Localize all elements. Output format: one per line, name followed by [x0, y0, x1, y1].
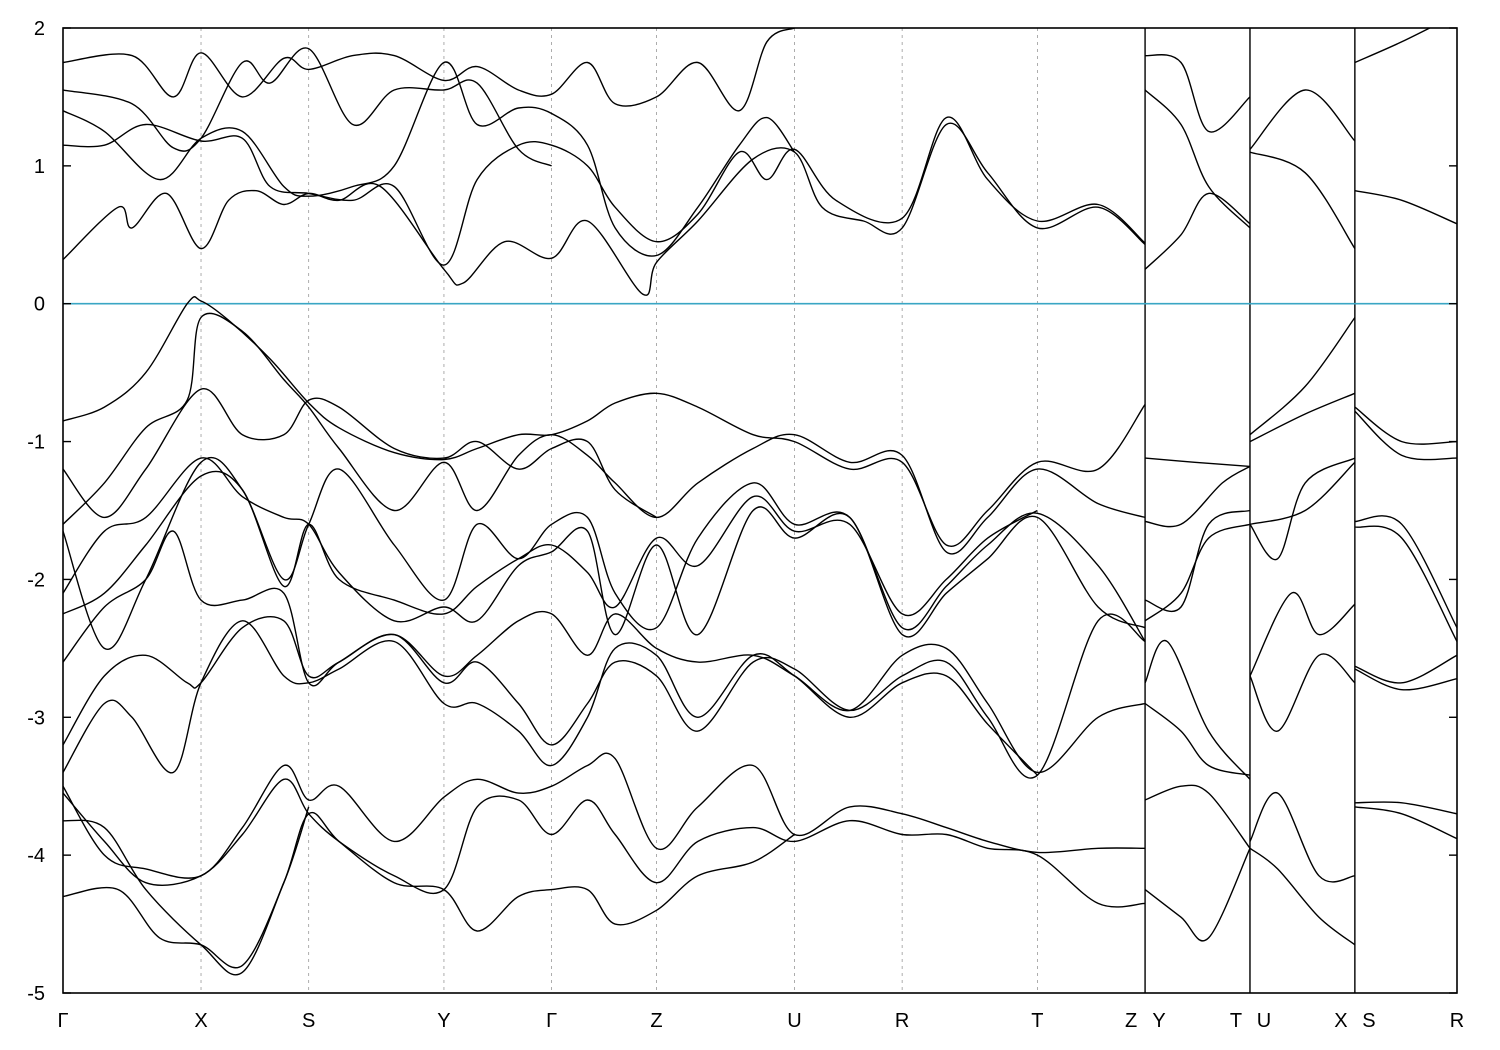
x-tick-label: X — [1334, 1010, 1347, 1032]
band-line-26 — [1144, 702, 1251, 776]
band-line-10 — [63, 470, 1038, 617]
band-line-3 — [63, 47, 552, 167]
x-tick-label: R — [1450, 1010, 1464, 1032]
band-line-9 — [63, 457, 1146, 638]
y-tick-label: -3 — [27, 707, 45, 729]
band-line-38 — [1249, 847, 1356, 946]
band-line-28 — [1144, 848, 1251, 942]
band-line-39 — [1354, 28, 1432, 64]
band-line-22 — [1144, 465, 1251, 528]
y-axis-ticks: -5 -4 -3 -2 -1 0 1 2 — [27, 18, 1457, 1005]
band-line-30 — [1249, 151, 1356, 249]
band-line-35 — [1249, 592, 1356, 677]
x-tick-label: X — [194, 1010, 207, 1032]
band-line-41 — [1354, 406, 1457, 445]
band-line-25 — [1144, 639, 1251, 780]
band-line-48 — [1354, 806, 1457, 840]
band-line-2 — [63, 61, 796, 257]
x-tick-label: U — [1257, 1010, 1271, 1032]
x-tick-label: Z — [1125, 1010, 1137, 1032]
band-line-5 — [63, 296, 1146, 548]
y-tick-label: -1 — [27, 432, 45, 454]
band-line-31 — [1249, 317, 1356, 436]
band-line-42 — [1354, 410, 1457, 461]
band-line-7 — [63, 388, 657, 519]
band-line-20 — [1144, 192, 1251, 270]
x-tick-label: Y — [437, 1010, 450, 1032]
band-line-34 — [1249, 461, 1356, 525]
band-line-14 — [63, 752, 1146, 879]
band-line-36 — [1249, 653, 1356, 732]
band-line-44 — [1354, 525, 1457, 642]
band-line-40 — [1354, 190, 1457, 225]
y-tick-label: 0 — [34, 294, 45, 316]
y-tick-label: -5 — [27, 983, 45, 1005]
x-tick-label: Γ — [546, 1010, 557, 1032]
y-tick-label: 2 — [34, 18, 45, 40]
x-tick-label: Z — [650, 1010, 662, 1032]
x-tick-label: S — [1362, 1010, 1375, 1032]
x-tick-label: Γ — [57, 1010, 68, 1032]
band-line-15 — [63, 778, 1146, 908]
x-tick-label: R — [895, 1010, 909, 1032]
x-tick-label: T — [1230, 1010, 1242, 1032]
x-tick-label: U — [787, 1010, 801, 1032]
band-line-46 — [1354, 668, 1457, 691]
band-line-29 — [1249, 89, 1356, 150]
band-line-21 — [1145, 457, 1251, 468]
band-line-8 — [63, 456, 1146, 650]
band-line-16 — [63, 811, 795, 976]
band-line-17 — [63, 806, 310, 969]
band-line-45 — [1354, 654, 1457, 684]
high-symmetry-gridlines — [200, 28, 1038, 993]
x-tick-label: Y — [1152, 1010, 1165, 1032]
band-line-13 — [63, 620, 1038, 776]
y-tick-label: 1 — [34, 156, 45, 178]
band-line-27 — [1144, 784, 1251, 849]
band-line-1 — [63, 116, 1146, 266]
band-line-0 — [63, 122, 1146, 296]
band-line-6 — [63, 312, 1146, 555]
band-curves — [63, 28, 1457, 976]
band-line-19 — [1144, 89, 1251, 229]
x-tick-label: S — [302, 1010, 315, 1032]
band-line-12 — [63, 613, 1146, 779]
band-line-4 — [63, 28, 795, 112]
band-line-33 — [1249, 457, 1356, 561]
y-tick-label: -4 — [27, 845, 45, 867]
x-tick-label: T — [1031, 1010, 1043, 1032]
y-tick-label: -2 — [27, 569, 45, 591]
band-line-37 — [1249, 792, 1356, 883]
band-line-43 — [1354, 515, 1457, 629]
band-line-32 — [1249, 392, 1356, 443]
band-line-24 — [1144, 523, 1251, 622]
band-line-47 — [1354, 801, 1457, 815]
band-line-11 — [63, 530, 1146, 774]
plot-frame — [62, 27, 1458, 994]
band-line-18 — [1144, 54, 1251, 133]
